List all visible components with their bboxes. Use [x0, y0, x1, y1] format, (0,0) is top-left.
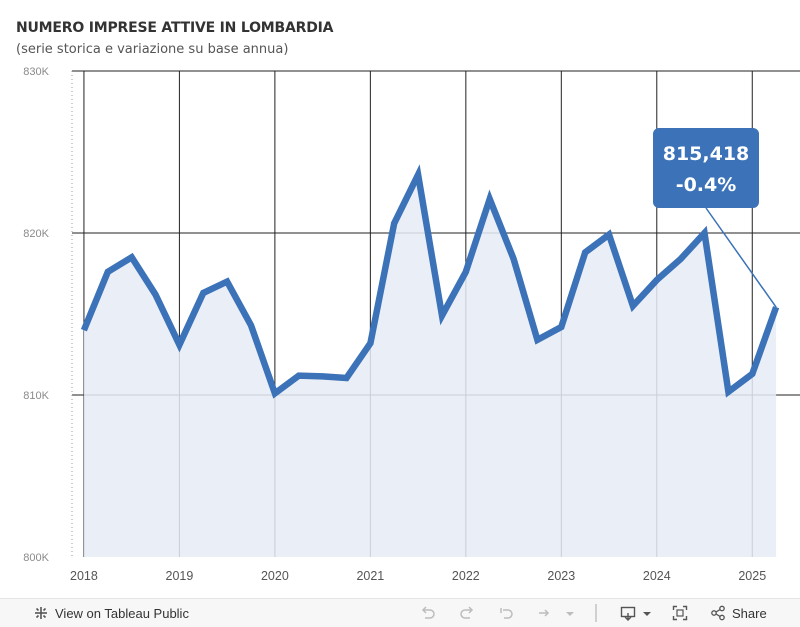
- view-on-tableau-label: View on Tableau Public: [55, 605, 189, 621]
- area-layer: [83, 174, 777, 557]
- tableau-toolbar: View on Tableau Public: [0, 598, 800, 627]
- line-chart: 800K 810K 820K 830K 2018 2019 2020 2021 2022 2023…: [23, 66, 800, 583]
- fullscreen-button[interactable]: [672, 605, 688, 621]
- data-point[interactable]: [584, 251, 586, 253]
- area-fill: [83, 174, 777, 557]
- data-point[interactable]: [632, 305, 634, 307]
- refresh-menu-button[interactable]: [565, 605, 581, 621]
- data-point[interactable]: [417, 174, 419, 176]
- data-point[interactable]: [704, 232, 706, 234]
- callout-leader: [705, 207, 777, 308]
- undo-icon: [420, 605, 436, 621]
- x-tick-label: 2022: [452, 569, 480, 583]
- share-icon: [710, 605, 726, 621]
- x-tick-label: 2019: [166, 569, 194, 583]
- data-point[interactable]: [369, 342, 371, 344]
- x-tick-label: 2018: [70, 569, 98, 583]
- data-point[interactable]: [727, 391, 729, 393]
- share-label: Share: [732, 605, 767, 621]
- data-point[interactable]: [178, 344, 180, 346]
- data-point[interactable]: [680, 258, 682, 260]
- data-point[interactable]: [274, 392, 276, 394]
- redo-icon: [459, 605, 475, 621]
- data-point[interactable]: [560, 326, 562, 328]
- y-tick-label: 810K: [23, 390, 49, 402]
- data-point[interactable]: [513, 258, 515, 260]
- view-on-tableau-button[interactable]: View on Tableau Public: [33, 605, 189, 621]
- data-point[interactable]: [298, 375, 300, 377]
- refresh-icon: [536, 605, 552, 621]
- callout-value: 815,418: [663, 143, 750, 165]
- data-point[interactable]: [322, 375, 324, 377]
- data-point[interactable]: [226, 281, 228, 283]
- revert-icon: [498, 605, 514, 621]
- fullscreen-icon: [672, 605, 688, 621]
- data-point[interactable]: [131, 256, 133, 258]
- data-point[interactable]: [345, 377, 347, 379]
- chart-subtitle: (serie storica e variazione su base annu…: [16, 42, 289, 57]
- chart-title: NUMERO IMPRESE ATTIVE IN LOMBARDIA: [16, 20, 334, 36]
- x-tick-label: 2024: [643, 569, 671, 583]
- y-tick-label: 830K: [23, 66, 49, 78]
- y-tick-label: 820K: [23, 228, 49, 240]
- callout-box: [653, 128, 759, 208]
- tick-labels: 800K 810K 820K 830K 2018 2019 2020 2021 2022 2023…: [23, 66, 766, 583]
- series-line: [80, 164, 780, 399]
- tableau-logo-icon: [33, 605, 49, 621]
- x-tick-label: 2020: [261, 569, 289, 583]
- callout-change: -0.4%: [676, 174, 737, 196]
- data-point[interactable]: [250, 324, 252, 326]
- x-tick-label: 2021: [356, 569, 384, 583]
- data-point[interactable]: [107, 271, 109, 273]
- data-point[interactable]: [608, 234, 610, 236]
- share-button[interactable]: Share: [710, 605, 767, 621]
- data-point[interactable]: [83, 329, 85, 331]
- x-tick-label: 2025: [738, 569, 766, 583]
- callout: 815,418 -0.4%: [653, 128, 777, 308]
- y-tick-label: 800K: [23, 552, 49, 564]
- refresh-button[interactable]: [536, 605, 552, 621]
- data-point[interactable]: [393, 222, 395, 224]
- redo-button[interactable]: [459, 605, 475, 621]
- data-point[interactable]: [465, 271, 467, 273]
- undo-button[interactable]: [420, 605, 436, 621]
- data-point[interactable]: [536, 339, 538, 341]
- data-point[interactable]: [441, 315, 443, 317]
- data-point[interactable]: [656, 279, 658, 281]
- data-point[interactable]: [489, 198, 491, 200]
- download-button[interactable]: [620, 605, 652, 621]
- toolbar-divider: [595, 604, 597, 622]
- data-point[interactable]: [202, 292, 204, 294]
- data-point[interactable]: [751, 373, 753, 375]
- data-point[interactable]: [155, 294, 157, 296]
- download-icon: [620, 605, 636, 621]
- x-tick-label: 2023: [547, 569, 575, 583]
- revert-button[interactable]: [498, 605, 514, 621]
- chevron-down-icon: [642, 605, 652, 621]
- chevron-down-icon: [565, 605, 581, 621]
- line-layer: [80, 164, 780, 399]
